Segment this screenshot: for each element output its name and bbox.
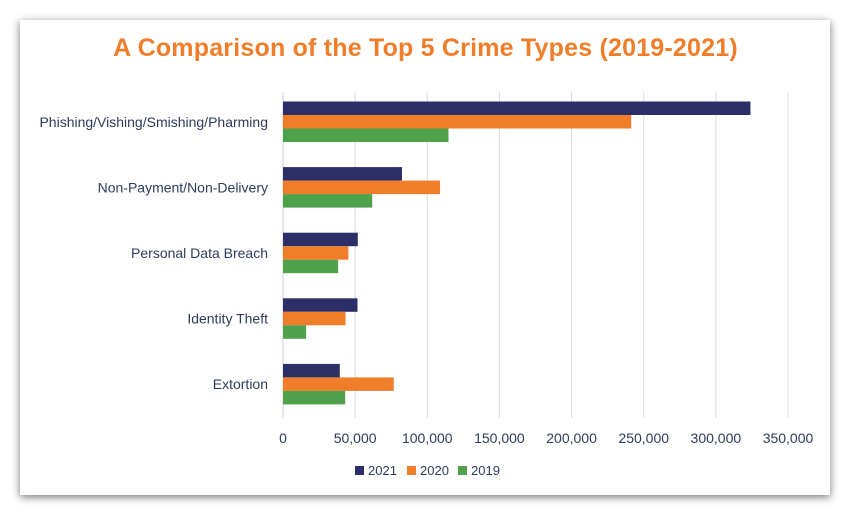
- bar-2021-4: [283, 363, 340, 378]
- category-label-4: Extortion: [213, 376, 268, 392]
- category-labels: Phishing/Vishing/Smishing/Pharming Non-Pa…: [39, 114, 268, 392]
- bar-2019-4: [283, 390, 346, 405]
- bar-2020-1: [283, 180, 441, 195]
- legend-label-2021: 2021: [368, 463, 397, 478]
- chart-frame: [20, 20, 830, 495]
- category-label-1: Non-Payment/Non-Delivery: [98, 179, 268, 195]
- legend-swatch-2019: [458, 466, 467, 475]
- x-tick-label-4: 200,000: [546, 430, 597, 446]
- bar-2020-4: [283, 377, 394, 391]
- bar-2021-0: [283, 101, 751, 115]
- bar-2019-1: [283, 194, 373, 208]
- bar-2020-0: [283, 115, 632, 129]
- x-tick-label-7: 350,000: [763, 430, 814, 446]
- x-tick-label-3: 150,000: [474, 430, 525, 446]
- category-label-2: Personal Data Breach: [131, 245, 268, 261]
- bars: [283, 101, 751, 405]
- legend-label-2020: 2020: [420, 463, 449, 478]
- bar-2021-1: [283, 167, 403, 181]
- bar-2021-3: [283, 298, 358, 312]
- bar-2019-2: [283, 259, 339, 274]
- legend-swatch-2021: [355, 466, 364, 475]
- bar-2019-3: [283, 325, 307, 339]
- legend-label-2019: 2019: [471, 463, 500, 478]
- x-tick-label-6: 300,000: [691, 430, 742, 446]
- x-tick-label-0: 0: [279, 430, 287, 446]
- category-label-3: Identity Theft: [187, 311, 268, 327]
- x-tick-label-2: 100,000: [402, 430, 453, 446]
- bar-2020-2: [283, 246, 349, 260]
- x-tick-labels: 0 50,000 100,000 150,000 200,000 250,000 300,0…: [279, 430, 813, 446]
- legend: 2021 2020 2019: [355, 463, 500, 478]
- chart-title: A Comparison of the Top 5 Crime Types (2…: [113, 34, 738, 62]
- x-tick-label-1: 50,000: [334, 430, 377, 446]
- bar-2019-0: [283, 128, 449, 142]
- legend-swatch-2020: [407, 466, 416, 475]
- gridlines: [282, 92, 789, 418]
- x-tick-label-5: 250,000: [618, 430, 669, 446]
- category-label-0: Phishing/Vishing/Smishing/Pharming: [39, 114, 268, 130]
- bar-2020-3: [283, 311, 346, 326]
- bar-2021-2: [283, 232, 358, 247]
